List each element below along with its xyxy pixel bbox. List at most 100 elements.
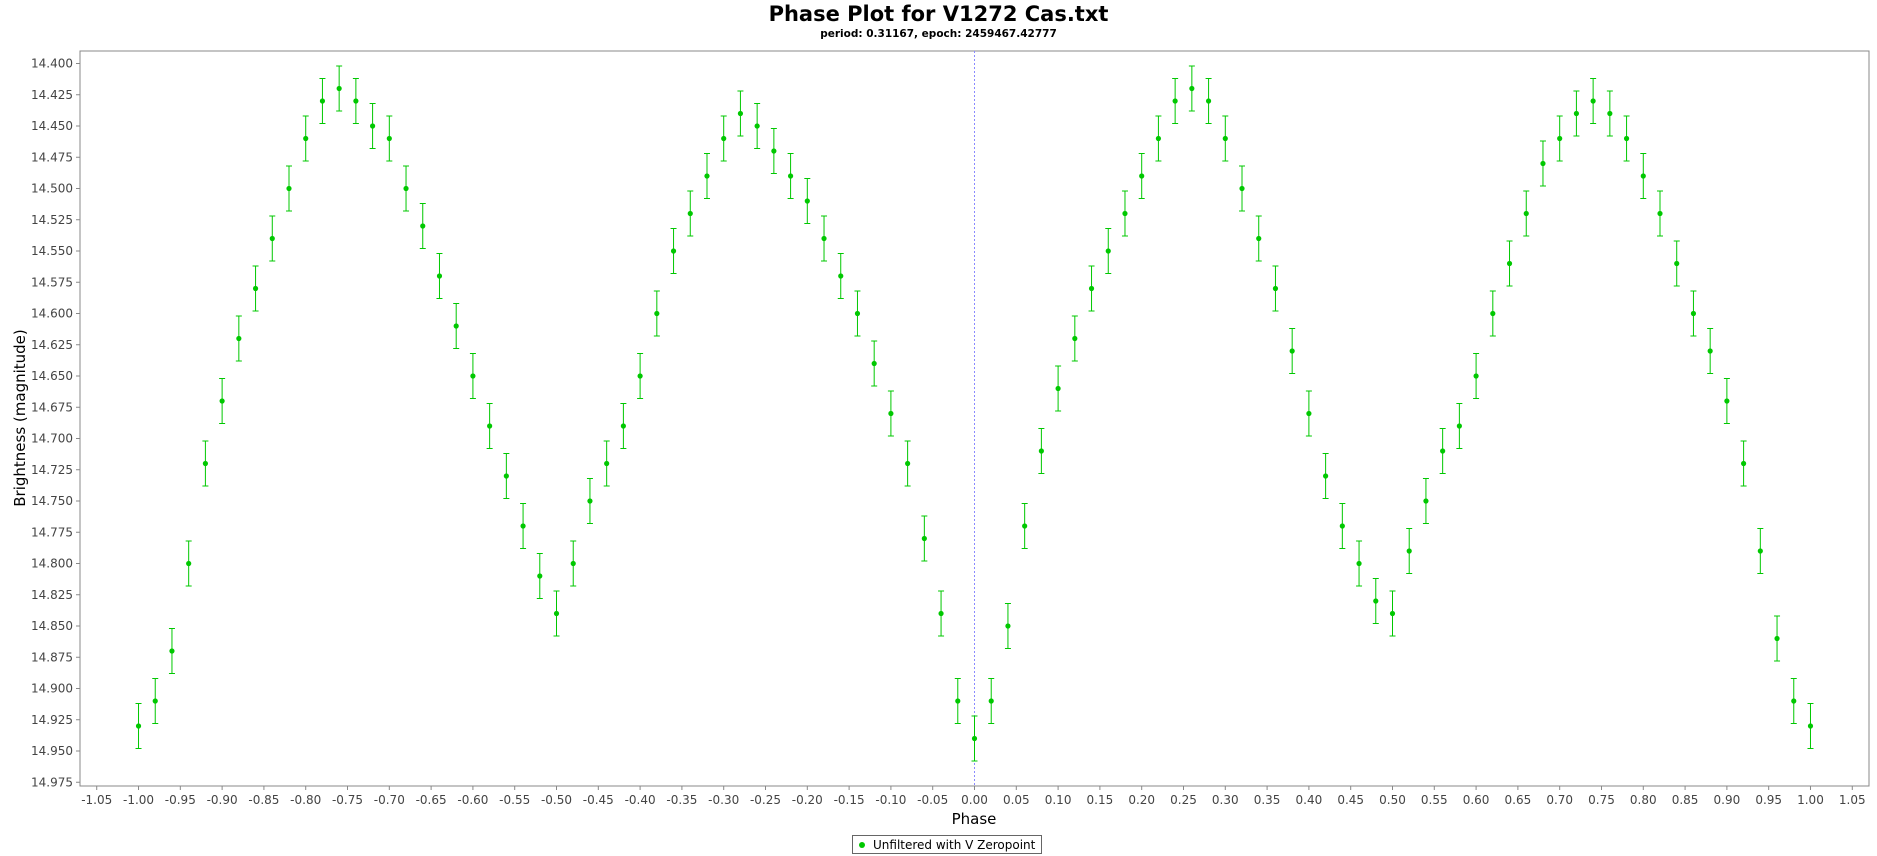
x-tick-label: 0.95 (1755, 793, 1782, 807)
data-point (403, 165, 410, 212)
x-tick-label: -1.05 (81, 793, 112, 807)
data-point (1155, 115, 1162, 162)
data-point (1707, 328, 1714, 374)
data-point (436, 253, 443, 299)
data-point (1272, 265, 1279, 312)
data-point (1138, 153, 1145, 199)
data-point (620, 403, 627, 449)
x-tick-label: -0.40 (625, 793, 656, 807)
x-tick-label: -0.50 (541, 793, 572, 807)
x-tick-label: -0.35 (666, 793, 697, 807)
data-point (185, 540, 192, 587)
legend-swatch-icon (859, 841, 865, 848)
x-tick-label: 0.65 (1505, 793, 1532, 807)
data-point (1222, 115, 1229, 162)
data-point (352, 78, 359, 124)
data-point (854, 290, 861, 337)
data-point (1723, 378, 1730, 424)
y-tick-label: 14.575 (31, 275, 73, 289)
data-point (687, 190, 694, 237)
x-tick-label: -1.00 (123, 793, 154, 807)
y-tick-label: 14.525 (31, 213, 73, 227)
x-tick-label: -0.85 (248, 793, 279, 807)
x-tick-label: -0.65 (416, 793, 447, 807)
y-tick-label: 14.975 (31, 775, 73, 789)
data-point (1372, 578, 1379, 624)
data-point (804, 178, 811, 224)
data-point (887, 390, 894, 437)
y-tick-label: 14.550 (31, 244, 73, 258)
data-point (1439, 428, 1446, 474)
data-point (1539, 140, 1546, 187)
y-tick-label: 14.625 (31, 338, 73, 352)
data-point (1121, 190, 1128, 237)
data-point (1088, 265, 1095, 312)
data-point (503, 453, 510, 499)
y-tick-label: 14.850 (31, 619, 73, 633)
data-point (821, 215, 828, 262)
y-tick-label: 14.825 (31, 588, 73, 602)
data-point (971, 715, 978, 762)
x-tick-label: 0.85 (1672, 793, 1699, 807)
y-tick-label: 14.425 (31, 88, 73, 102)
data-point (1105, 228, 1112, 274)
legend-label: Unfiltered with V Zeropoint (873, 837, 1036, 852)
data-point (1657, 190, 1664, 237)
data-point (1255, 215, 1262, 262)
x-tick-label: -0.60 (457, 793, 488, 807)
data-point (1556, 115, 1563, 162)
data-point (1055, 365, 1062, 412)
x-tick-label: 0.35 (1254, 793, 1281, 807)
data-point (1523, 190, 1530, 237)
x-tick-label: 1.05 (1839, 793, 1866, 807)
x-tick-label: 0.45 (1337, 793, 1364, 807)
x-tick-label: 0.70 (1546, 793, 1573, 807)
x-tick-label: 0.25 (1170, 793, 1197, 807)
chart-subtitle: period: 0.31167, epoch: 2459467.42777 (820, 28, 1057, 40)
data-point (921, 515, 928, 562)
data-point (1172, 78, 1179, 124)
data-point (469, 353, 476, 399)
data-point (252, 265, 259, 312)
data-point (603, 440, 610, 487)
data-point (1339, 503, 1346, 549)
data-point (1673, 240, 1680, 287)
x-tick-label: -0.70 (374, 793, 405, 807)
data-point (1640, 153, 1647, 199)
data-point (1071, 315, 1078, 362)
y-tick-label: 14.925 (31, 713, 73, 727)
data-point (1305, 390, 1312, 437)
x-tick-label: -0.90 (207, 793, 238, 807)
x-tick-label: 0.20 (1128, 793, 1155, 807)
x-tick-label: 0.00 (961, 793, 988, 807)
data-point (1021, 503, 1028, 549)
data-point (1623, 115, 1630, 162)
data-point (754, 103, 761, 149)
data-point (938, 590, 945, 637)
data-point (235, 315, 242, 362)
data-point (369, 103, 376, 149)
data-point (1807, 703, 1814, 749)
data-point (1740, 440, 1747, 487)
x-tick-label: 0.10 (1045, 793, 1072, 807)
x-tick-label: -0.25 (750, 793, 781, 807)
data-point (1239, 165, 1246, 212)
y-axis-label: Brightness (magnitude) (11, 329, 29, 507)
x-tick-label: -0.75 (332, 793, 363, 807)
data-point (453, 303, 460, 349)
data-point (653, 290, 660, 337)
y-tick-label: 14.700 (31, 432, 73, 446)
data-point (520, 503, 527, 549)
data-point (1289, 328, 1296, 374)
x-tick-label: -0.05 (917, 793, 948, 807)
data-point (1004, 603, 1011, 649)
data-point (720, 115, 727, 162)
data-point (586, 478, 593, 524)
x-tick-label: 1.00 (1797, 793, 1824, 807)
data-point (1573, 90, 1580, 137)
data-point (871, 340, 878, 387)
data-point (1456, 403, 1463, 449)
y-tick-label: 14.875 (31, 650, 73, 664)
x-tick-label: -0.45 (583, 793, 614, 807)
data-point (1205, 78, 1212, 124)
